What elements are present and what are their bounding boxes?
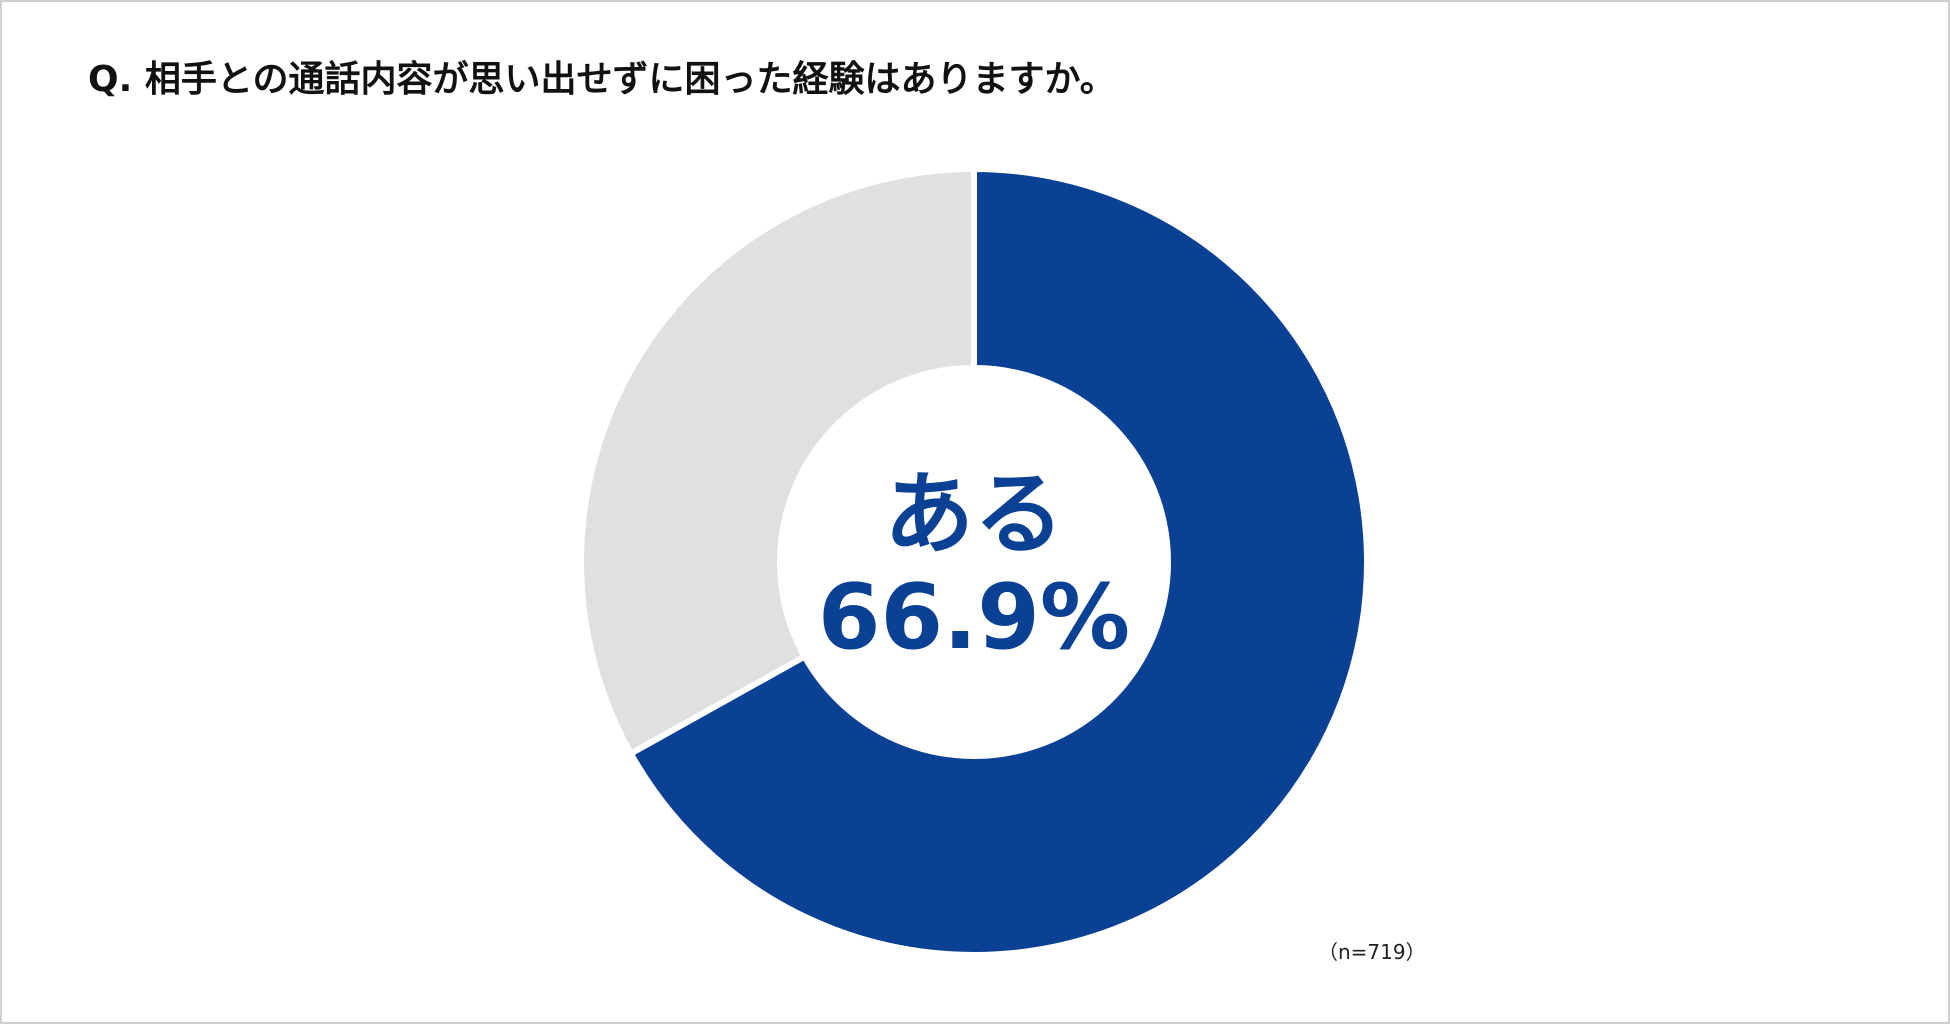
chart-title: Q. 相手との通話内容が思い出せずに困った経験はありますか。: [88, 59, 1116, 100]
center-label: ある: [884, 462, 1064, 567]
donut-slices: [578, 166, 1370, 958]
center-value: 66.9%: [818, 565, 1130, 670]
sample-size-note: （n=719）: [1318, 940, 1426, 964]
donut-slice-0: [627, 166, 1370, 958]
donut-slice-1: [578, 166, 977, 757]
